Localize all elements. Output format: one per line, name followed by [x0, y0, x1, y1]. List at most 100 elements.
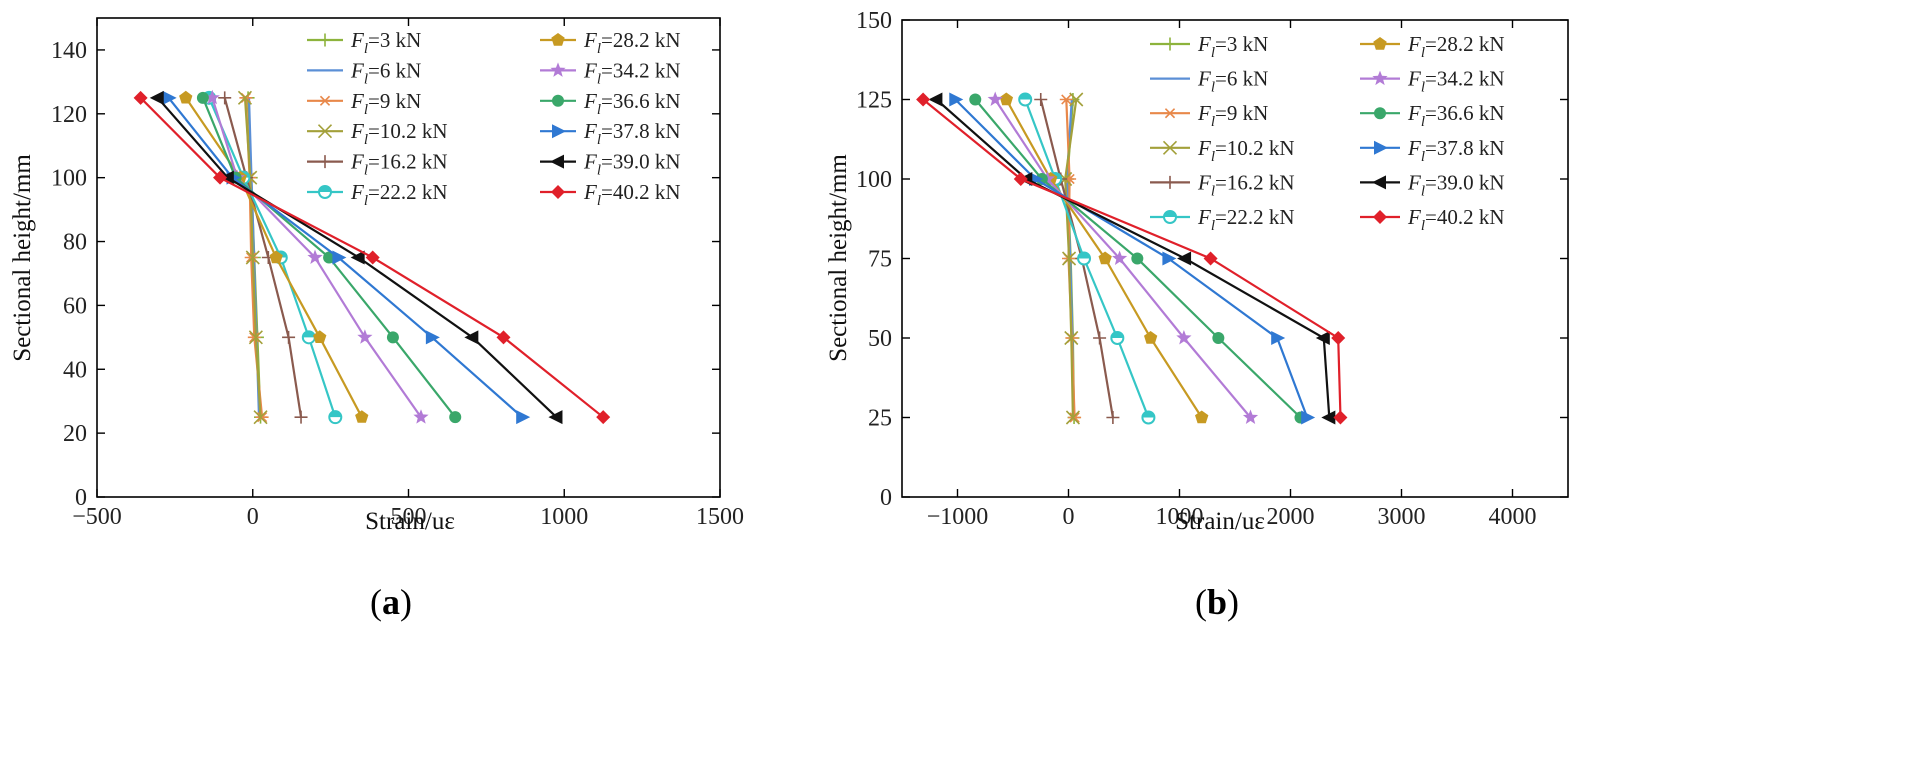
chart-a-legend-label: Fl=6 kN [350, 58, 421, 87]
chart-b-legend-label: Fl=36.6 kN [1407, 101, 1505, 130]
chart-b-series-6-point [1098, 251, 1112, 265]
chart-a-series-8 [196, 91, 462, 424]
chart-a-series-2-point [247, 332, 261, 343]
chart-b-legend-label: Fl=9 kN [1197, 101, 1268, 130]
chart-b-series-2-point [1059, 94, 1073, 105]
chart-b-legend-item-6: Fl=28.2 kN [1360, 32, 1505, 61]
chart-b-legend-marker [1373, 210, 1387, 224]
chart-a-legend-item-8: Fl=36.6 kN [540, 89, 681, 118]
chart-a-ytick-label: 20 [63, 421, 87, 447]
chart-a-ytick-label: 60 [63, 293, 87, 319]
chart-b-legend-label: Fl=6 kN [1197, 67, 1268, 96]
chart-b-series-6 [999, 92, 1209, 424]
chart-a-series-6-point [355, 410, 369, 423]
chart-b-series-8-point [1131, 252, 1144, 265]
chart-a-series-11-point [596, 410, 611, 425]
chart-a-series-3-point [237, 90, 253, 105]
chart-b-legend-marker [1163, 108, 1177, 119]
chart-a-legend-marker [551, 33, 565, 46]
chart-b-series-7-point [1176, 330, 1192, 345]
chart-b-legend-label: Fl=40.2 kN [1407, 205, 1505, 234]
chart-a-series-9-point [162, 90, 177, 105]
chart-a-series-6-point [269, 250, 283, 264]
chart-b-series-3-point [1069, 92, 1084, 107]
chart-b-series-11-point [916, 92, 931, 107]
chart-a-series-7-point [413, 409, 429, 424]
chart-a-legend-item-3: Fl=10.2 kN [307, 119, 448, 148]
chart-a-ytick-label: 140 [51, 38, 87, 64]
chart-b-series-6-point [999, 92, 1013, 106]
chart-b-xtick-label: 1000 [1156, 504, 1204, 530]
chart-b-series-10-point [1321, 410, 1336, 425]
chart-a-legend-item-0: Fl=3 kN [307, 28, 421, 57]
chart-a-legend-marker [318, 185, 332, 199]
chart-a-legend-marker [552, 124, 566, 139]
chart-a-legend-marker [550, 154, 564, 169]
chart-a-series-9-point [425, 330, 440, 345]
chart-b-series-11-point [1013, 172, 1028, 186]
chart-b-legend-item-8: Fl=36.6 kN [1360, 101, 1505, 130]
chart-a-series-4-point [282, 330, 296, 344]
chart-b-series-5-point [1077, 251, 1092, 266]
chart-a-legend-item-5: Fl=22.2 kN [307, 180, 448, 209]
chart-a-series-6-point [313, 330, 327, 343]
chart-b-legend-item-11: Fl=40.2 kN [1360, 205, 1505, 234]
chart-b-ytick-label: 75 [868, 247, 892, 273]
chart-a-legend-label: Fl=36.6 kN [583, 89, 681, 118]
chart-a-series-11-point [213, 170, 228, 185]
chart-a-legend-marker [317, 124, 333, 139]
chart-b-series-6-point [1144, 331, 1158, 344]
chart-a-legend-label: Fl=28.2 kN [583, 28, 681, 57]
chart-b-legend-item-9: Fl=37.8 kN [1360, 136, 1505, 165]
chart-b-series-3-point [1061, 251, 1077, 266]
chart-a-legend-item-10: Fl=39.0 kN [540, 150, 681, 179]
chart-a-series-5-point [301, 330, 316, 345]
chart-b-xtick-label: −1000 [927, 504, 989, 530]
chart-b-ytick-label: 0 [880, 485, 892, 511]
chart-b-series-5-point [1110, 331, 1125, 345]
chart-b-legend-item-10: Fl=39.0 kN [1360, 170, 1505, 199]
chart-b-series-9-point [949, 92, 964, 107]
chart-b-legend-label: Fl=39.0 kN [1407, 170, 1505, 199]
chart-a-ytick-label: 40 [63, 357, 87, 383]
chart-b-legend-marker [1372, 70, 1388, 86]
chart-b-series-4-point [1093, 331, 1107, 345]
chart-b-legend-item-0: Fl=3 kN [1150, 32, 1268, 61]
chart-b-xlabel: Strain/uε [1175, 508, 1265, 535]
chart-a-series-8-point [449, 411, 462, 424]
chart-b-xtick-label: 0 [1063, 504, 1075, 530]
chart-b-legend-item-3: Fl=10.2 kN [1150, 136, 1295, 165]
chart-b-legend-label: Fl=37.8 kN [1407, 136, 1505, 165]
chart-b-ytick-label: 100 [856, 167, 892, 193]
chart-b-legend-marker [1374, 140, 1388, 155]
chart-b-series-9 [949, 92, 1316, 425]
chart-a-xtick-label: 1000 [540, 504, 588, 530]
chart-a-legend-label: Fl=40.2 kN [583, 180, 681, 209]
chart-a-ytick-label: 120 [51, 102, 87, 128]
chart-a-series-9-point [516, 410, 531, 425]
chart-a-series-4-point [218, 91, 232, 105]
chart-a-series-10 [149, 90, 563, 425]
chart-b-series-9-point [1301, 410, 1316, 425]
chart-a-ytick-label: 0 [75, 485, 87, 511]
chart-a-series-3-point [248, 330, 263, 345]
chart-a-legend-marker [551, 185, 565, 199]
chart-b-group: −1000 0 1000 2000 3000 4000 0 25 50 75 100 125 150 St… [825, 8, 1569, 622]
chart-a-series-11-point [496, 330, 511, 345]
chart-a-legend-item-4: Fl=16.2 kN [307, 150, 448, 179]
chart-a-series-3-point [245, 250, 260, 265]
chart-b-ylabel: Sectional height/mm [825, 154, 852, 362]
chart-a-legend-item-1: Fl=6 kN [307, 58, 421, 87]
chart-b-legend-marker [1372, 175, 1386, 190]
chart-a-series-11-point [133, 90, 148, 105]
chart-a-legend-marker [318, 33, 332, 47]
chart-b-series-11 [916, 92, 1348, 425]
chart-a-series-4-point [294, 410, 308, 424]
chart-b-legend-label: Fl=28.2 kN [1407, 32, 1505, 61]
chart-a-legend-label: Fl=9 kN [350, 89, 421, 118]
chart-b-legend-marker [1162, 140, 1178, 155]
chart-a-group: −500 0 500 1000 1500020406080100120140Strain… [9, 17, 744, 622]
chart-b-series-2-point [1068, 412, 1082, 423]
